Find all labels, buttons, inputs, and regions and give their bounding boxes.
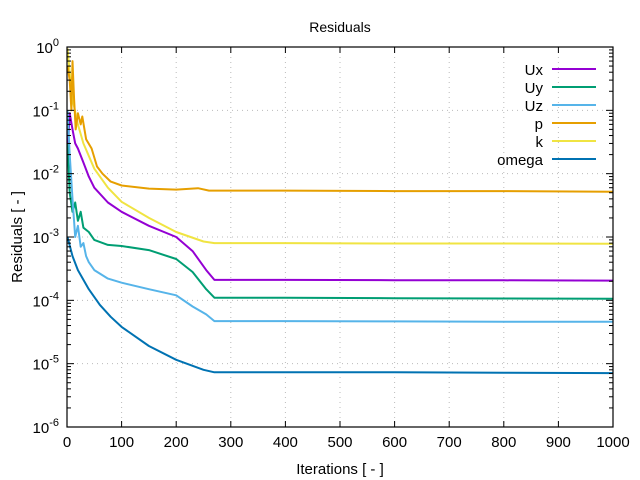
y-tick-base: 10: [33, 230, 50, 247]
y-tick-exponent: -4: [49, 290, 59, 302]
series-line-ux: [66, 112, 614, 282]
x-tick-label: 700: [437, 434, 462, 451]
x-tick-label: 1000: [596, 434, 629, 451]
x-tick-label: 200: [164, 434, 189, 451]
x-tick-label: 500: [327, 434, 352, 451]
series-line-omega: [66, 236, 614, 375]
y-tick-exponent: -6: [49, 417, 59, 429]
y-tick-exponent: -1: [49, 100, 59, 112]
series-line-uy: [66, 143, 614, 300]
axis-ticks: [66, 46, 614, 428]
y-tick-base: 10: [36, 40, 53, 57]
y-tick-exponent: -5: [49, 354, 59, 366]
y-tick-label: 10-1: [33, 100, 59, 120]
legend-label: Uy: [525, 80, 544, 97]
y-tick-exponent: -2: [49, 164, 59, 176]
y-tick-label: 10-4: [33, 290, 59, 310]
y-tick-label: 10-2: [33, 164, 59, 184]
y-tick-label: 10-5: [33, 354, 59, 374]
y-tick-exponent: -3: [49, 227, 59, 239]
y-tick-exponent: 0: [53, 37, 59, 49]
legend-label: omega: [497, 152, 544, 169]
x-tick-label: 300: [218, 434, 243, 451]
x-tick-label: 100: [109, 434, 134, 451]
x-tick-label: 400: [273, 434, 298, 451]
legend-label: k: [536, 134, 544, 151]
x-axis-label: Iterations [ - ]: [296, 461, 384, 478]
y-tick-base: 10: [33, 293, 50, 310]
y-axis-label: Residuals [ - ]: [9, 191, 26, 283]
y-tick-base: 10: [33, 357, 50, 374]
y-tick-base: 10: [33, 420, 50, 437]
x-tick-labels: 0 100 200 300 400 500 600 700 800 900 1000: [63, 434, 630, 451]
series-line-p: [66, 60, 614, 193]
x-tick-label: 900: [546, 434, 571, 451]
grid-lines: [67, 47, 613, 427]
chart-title: Residuals: [309, 19, 370, 35]
legend-label: Ux: [525, 62, 544, 79]
y-tick-base: 10: [33, 167, 50, 184]
y-tick-label: 10-6: [33, 417, 59, 437]
legend-label: p: [535, 116, 543, 133]
x-tick-label: 800: [491, 434, 516, 451]
y-tick-base: 10: [33, 103, 50, 120]
y-tick-label: 100: [36, 37, 59, 57]
x-tick-label: 600: [382, 434, 407, 451]
series-line-uz: [66, 110, 613, 323]
x-tick-label: 0: [63, 434, 71, 451]
legend-label: Uz: [525, 98, 543, 115]
series-layer: [66, 48, 614, 375]
y-tick-label: 10-3: [33, 227, 59, 247]
